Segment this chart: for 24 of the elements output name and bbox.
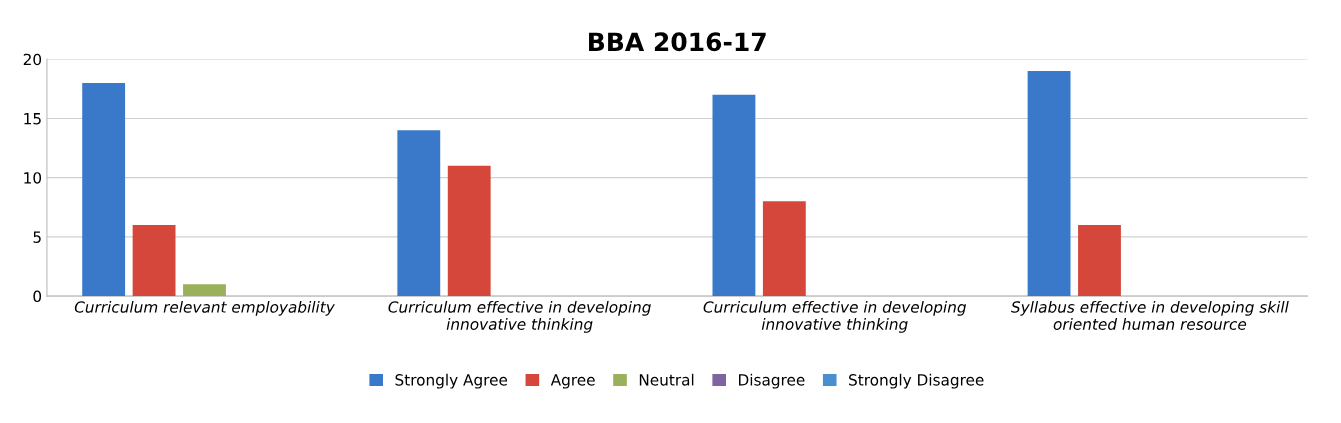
chart-title: BBA 2016-17 xyxy=(589,32,766,52)
x-tick-label: Curriculum effective in developing innovative thinking xyxy=(703,300,966,333)
bar xyxy=(762,201,806,297)
y-tick-label: 20 xyxy=(23,53,42,66)
bar xyxy=(1027,71,1071,297)
x-tick-label: Curriculum relevant employability xyxy=(74,300,335,316)
bar xyxy=(132,225,176,297)
bar xyxy=(447,165,491,297)
y-tick-label: 10 xyxy=(24,172,42,184)
legend-label: Agree xyxy=(550,374,595,389)
bar xyxy=(82,82,126,297)
y-tick-label: 15 xyxy=(24,113,41,125)
legend-label: Disagree xyxy=(739,373,805,389)
y-tick-label: 5 xyxy=(33,231,41,243)
x-tick-label: Syllabus effective in developing skill oriented human resource xyxy=(1011,300,1289,330)
y-tick-label: 0 xyxy=(33,290,42,303)
x-tick-label: Curriculum effective in developing innovative thinking xyxy=(388,300,651,333)
legend-label: Strongly Disagree xyxy=(849,373,984,389)
legend-label: Neutral xyxy=(639,373,694,386)
bar xyxy=(1078,225,1121,297)
bar xyxy=(183,284,226,297)
legend-label: Strongly Agree xyxy=(395,373,508,389)
bar xyxy=(397,130,441,297)
bar xyxy=(712,94,756,297)
